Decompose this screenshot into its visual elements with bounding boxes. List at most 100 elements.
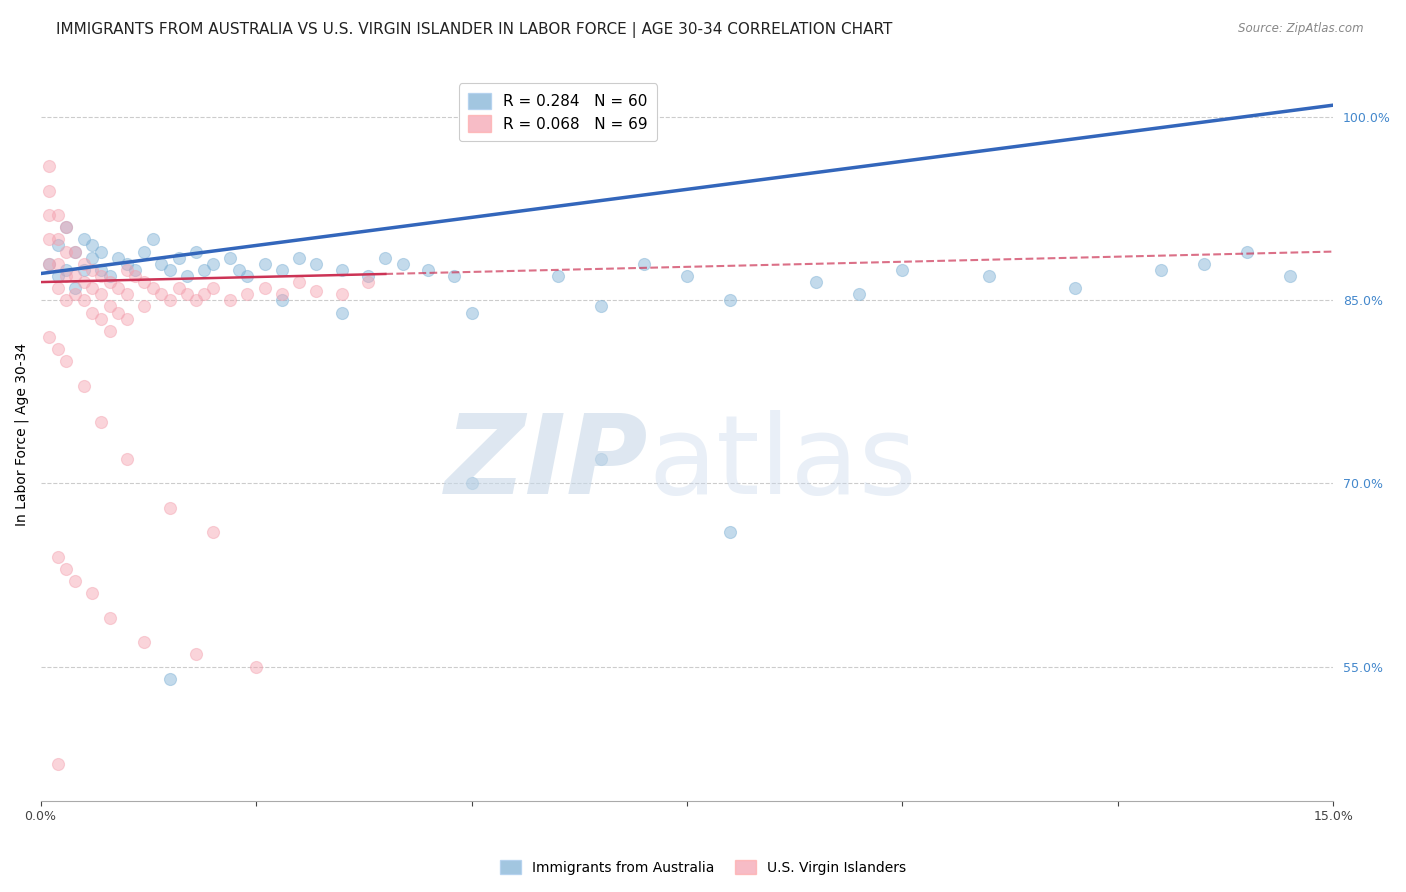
Point xyxy=(46,257,69,271)
Point xyxy=(98,275,121,289)
Point xyxy=(159,263,181,277)
Point xyxy=(90,287,112,301)
Point xyxy=(443,268,465,283)
Point xyxy=(1063,281,1085,295)
Text: Source: ZipAtlas.com: Source: ZipAtlas.com xyxy=(1239,22,1364,36)
Point xyxy=(98,324,121,338)
Point xyxy=(201,281,224,295)
Point xyxy=(55,263,77,277)
Point xyxy=(98,610,121,624)
Point xyxy=(63,574,86,588)
Point xyxy=(253,281,276,295)
Point xyxy=(167,281,190,295)
Point xyxy=(73,275,96,289)
Point xyxy=(82,281,104,295)
Point xyxy=(55,244,77,259)
Point xyxy=(184,293,207,308)
Point xyxy=(330,263,353,277)
Point xyxy=(55,220,77,235)
Point xyxy=(184,648,207,662)
Point xyxy=(63,287,86,301)
Point xyxy=(46,281,69,295)
Text: atlas: atlas xyxy=(648,410,917,517)
Point xyxy=(159,672,181,686)
Point xyxy=(38,208,60,222)
Point xyxy=(38,159,60,173)
Point xyxy=(38,257,60,271)
Point xyxy=(589,300,612,314)
Point xyxy=(63,244,86,259)
Point xyxy=(848,287,870,301)
Point xyxy=(330,287,353,301)
Point xyxy=(55,220,77,235)
Point xyxy=(46,757,69,772)
Point xyxy=(633,257,655,271)
Point xyxy=(132,244,155,259)
Point xyxy=(236,268,259,283)
Point xyxy=(288,251,311,265)
Point xyxy=(1150,263,1173,277)
Point xyxy=(547,268,569,283)
Point xyxy=(132,275,155,289)
Point xyxy=(73,257,96,271)
Y-axis label: In Labor Force | Age 30-34: In Labor Force | Age 30-34 xyxy=(15,343,30,526)
Point xyxy=(271,263,294,277)
Point xyxy=(418,263,440,277)
Point xyxy=(82,238,104,252)
Point xyxy=(46,238,69,252)
Text: ZIP: ZIP xyxy=(444,410,648,517)
Point xyxy=(219,251,242,265)
Point xyxy=(107,305,129,319)
Point xyxy=(115,311,138,326)
Point xyxy=(271,287,294,301)
Point xyxy=(1192,257,1215,271)
Point xyxy=(305,284,328,298)
Point xyxy=(176,287,198,301)
Point xyxy=(63,268,86,283)
Point xyxy=(718,525,741,540)
Point xyxy=(718,293,741,308)
Legend: Immigrants from Australia, U.S. Virgin Islanders: Immigrants from Australia, U.S. Virgin I… xyxy=(495,855,911,880)
Point xyxy=(115,257,138,271)
Point xyxy=(55,354,77,368)
Point xyxy=(142,281,165,295)
Point xyxy=(63,244,86,259)
Point xyxy=(107,251,129,265)
Point xyxy=(46,268,69,283)
Point xyxy=(73,263,96,277)
Point xyxy=(176,268,198,283)
Point xyxy=(46,342,69,356)
Point xyxy=(82,251,104,265)
Point xyxy=(253,257,276,271)
Point xyxy=(142,232,165,246)
Point xyxy=(98,268,121,283)
Point xyxy=(193,263,215,277)
Point xyxy=(193,287,215,301)
Point xyxy=(38,232,60,246)
Point xyxy=(167,251,190,265)
Point xyxy=(150,287,173,301)
Point xyxy=(460,305,482,319)
Legend: R = 0.284   N = 60, R = 0.068   N = 69: R = 0.284 N = 60, R = 0.068 N = 69 xyxy=(458,84,657,141)
Point xyxy=(90,268,112,283)
Point xyxy=(124,268,146,283)
Point xyxy=(159,500,181,515)
Point xyxy=(201,257,224,271)
Text: IMMIGRANTS FROM AUSTRALIA VS U.S. VIRGIN ISLANDER IN LABOR FORCE | AGE 30-34 COR: IMMIGRANTS FROM AUSTRALIA VS U.S. VIRGIN… xyxy=(56,22,893,38)
Point xyxy=(82,263,104,277)
Point xyxy=(374,251,396,265)
Point xyxy=(115,287,138,301)
Point xyxy=(806,275,828,289)
Point xyxy=(288,275,311,289)
Point xyxy=(38,257,60,271)
Point xyxy=(98,300,121,314)
Point xyxy=(82,586,104,600)
Point xyxy=(73,293,96,308)
Point xyxy=(90,263,112,277)
Point xyxy=(977,268,1000,283)
Point xyxy=(271,293,294,308)
Point xyxy=(38,330,60,344)
Point xyxy=(132,300,155,314)
Point xyxy=(46,549,69,564)
Point xyxy=(228,263,250,277)
